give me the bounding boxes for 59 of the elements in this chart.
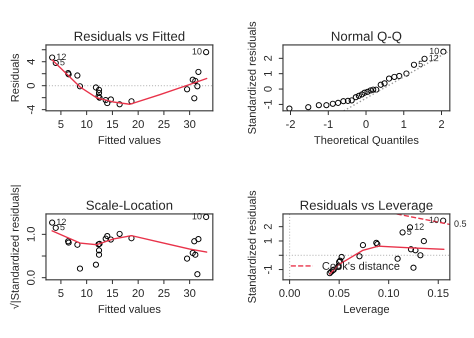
- annotation: 5: [418, 60, 423, 68]
- x-tick-label: 10: [81, 289, 92, 298]
- x-axis-title: Fitted values: [98, 136, 160, 144]
- y-axis-title: Standardized residuals: [248, 190, 256, 303]
- x-tick-label: 10: [81, 120, 92, 128]
- y-tick-label: 2: [264, 56, 272, 61]
- y-tick-label: 0: [264, 86, 272, 92]
- y-tick-label: -1: [264, 100, 272, 109]
- annotation: 12: [429, 54, 438, 62]
- annotation: 5: [60, 59, 65, 66]
- y-axis-title: Residuals: [10, 54, 19, 102]
- chart-title: Normal Q-Q: [332, 31, 402, 44]
- x-tick-label: 25: [158, 120, 170, 128]
- y-tick-label: -4: [27, 105, 35, 114]
- y-tick-label: -1: [264, 265, 272, 274]
- x-tick-label: 15: [107, 120, 118, 128]
- annotation: 5: [407, 228, 412, 235]
- x-tick-label: 0.05: [328, 289, 350, 298]
- x-tick-label: 5: [58, 289, 64, 298]
- annotation: 10: [192, 213, 202, 220]
- y-tick-label: 1: [264, 238, 272, 244]
- x-tick-label: 20: [132, 120, 144, 128]
- x-tick-label: 30: [184, 120, 196, 128]
- annotation: 0.5: [454, 220, 466, 227]
- x-axis-title: Leverage: [344, 305, 390, 316]
- x-tick-label: 20: [132, 289, 144, 298]
- chart-title: Residuals vs Fitted: [74, 31, 184, 41]
- x-tick-label: 5: [58, 120, 64, 128]
- x-tick-label: 2: [438, 120, 444, 128]
- chart-title: Residuals vs Leverage: [300, 200, 433, 213]
- x-axis-title: Theoretical Quantiles: [314, 136, 418, 146]
- x-tick-label: 0: [363, 120, 369, 128]
- annotation: 12: [57, 218, 66, 225]
- x-tick-label: 0.00: [279, 289, 300, 298]
- y-tick-label: 4: [27, 58, 35, 65]
- y-axis-title: Standardized residuals: [248, 22, 256, 134]
- x-tick-label: -2: [286, 120, 295, 128]
- annotation: 12: [414, 223, 424, 230]
- x-tick-label: 0.15: [428, 289, 449, 298]
- line-series: [51, 59, 208, 105]
- annotation: 10: [192, 48, 202, 55]
- y-tick-label: 0: [26, 83, 35, 88]
- y-tick-label: 1: [264, 71, 272, 76]
- y-tick-label: 1.0: [26, 227, 35, 242]
- x-tick-label: -1: [324, 120, 333, 128]
- x-tick-label: 30: [184, 289, 196, 298]
- annotation: 10: [430, 48, 439, 54]
- x-tick-label: 0.10: [378, 289, 400, 298]
- annotation: 12: [57, 54, 66, 60]
- annotation: 5: [60, 224, 65, 230]
- x-axis-title: Fitted values: [98, 304, 160, 313]
- x-tick-label: 1: [402, 120, 406, 128]
- y-axis-title: √|Standardized residuals|: [10, 185, 22, 310]
- y-tick-label: 2: [264, 224, 272, 230]
- line-series: [51, 230, 208, 253]
- x-tick-label: 25: [158, 289, 170, 298]
- chart-title: Scale-Location: [86, 200, 172, 210]
- y-tick-label: 0.0: [26, 270, 35, 285]
- x-tick-label: 15: [107, 289, 118, 298]
